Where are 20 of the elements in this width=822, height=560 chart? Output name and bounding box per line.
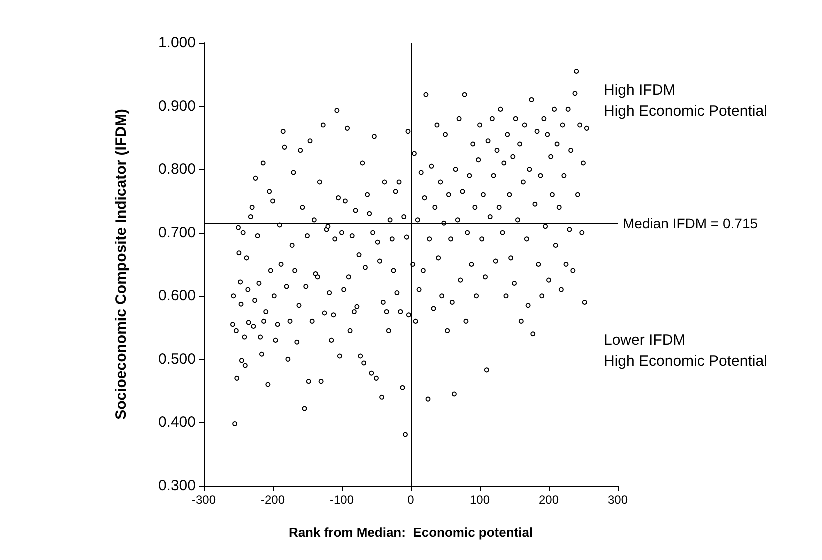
annotation: High IFDM High Economic Potential bbox=[604, 82, 768, 120]
y-tick-label: 0.300 bbox=[158, 478, 196, 494]
y-tick-label: 0.400 bbox=[158, 414, 196, 432]
annotation: Lower IFDM High Economic Potential bbox=[604, 332, 768, 370]
y-tick-label: 0.500 bbox=[158, 350, 196, 368]
ref-line-label: Median IFDM = 0.715 bbox=[623, 215, 758, 232]
x-tick-label: 100 bbox=[470, 493, 490, 507]
x-axis-title: Rank from Median: Economic potential bbox=[288, 525, 534, 540]
y-tick-label: 0.900 bbox=[158, 98, 196, 115]
x-tick-label: -300 bbox=[192, 493, 216, 507]
y-axis-title: Socioeconomic Composite Indicator (IFDM) bbox=[113, 109, 130, 420]
x-tick-label: -100 bbox=[330, 493, 354, 507]
y-tick-label: 0.700 bbox=[158, 224, 196, 242]
x-tick-label: 300 bbox=[608, 493, 628, 507]
y-tick-label: 0.600 bbox=[158, 288, 196, 305]
y-tick-label: 1.000 bbox=[158, 34, 196, 52]
x-tick-label: 200 bbox=[538, 493, 560, 507]
y-tick-label: 0.800 bbox=[158, 161, 196, 178]
x-tick-label: -200 bbox=[260, 493, 286, 507]
x-tick-label: 0 bbox=[408, 493, 415, 507]
